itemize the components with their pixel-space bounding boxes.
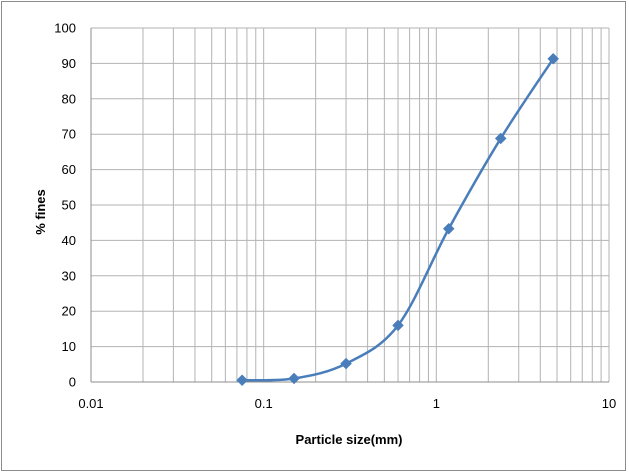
grid-lines (90, 27, 610, 383)
data-point-marker (340, 357, 352, 370)
x-tick-label: 0.01 (78, 396, 103, 411)
y-tick-label: 20 (62, 304, 76, 319)
x-axis-label: Particle size(mm) (296, 432, 403, 447)
y-tick-label: 60 (62, 162, 76, 177)
y-axis-label: % fines (33, 189, 48, 235)
axes (90, 28, 609, 383)
y-tick-label: 30 (62, 268, 76, 283)
y-tick-label: 50 (62, 198, 76, 213)
y-tick-label: 100 (54, 21, 76, 36)
x-tick-label: 10 (602, 396, 616, 411)
y-tick-label: 90 (62, 56, 76, 71)
data-point-marker (236, 374, 248, 387)
data-point-marker (442, 222, 455, 235)
y-tick-label: 0 (69, 375, 76, 390)
y-tick-labels: 0 10 20 30 40 50 60 70 80 90 100 (54, 21, 76, 390)
x-tick-label: 0.1 (255, 396, 273, 411)
x-tick-labels: 0.01 0.1 1 10 (78, 396, 616, 411)
data-series (236, 52, 560, 387)
y-tick-label: 80 (62, 91, 76, 106)
y-tick-label: 40 (62, 233, 76, 248)
y-tick-label: 70 (62, 127, 76, 142)
data-point-marker (547, 52, 560, 65)
data-point-marker (494, 132, 507, 145)
data-point-marker (288, 372, 300, 385)
data-point-marker (392, 319, 404, 332)
y-tick-label: 10 (62, 339, 76, 354)
x-tick-label: 1 (433, 396, 440, 411)
